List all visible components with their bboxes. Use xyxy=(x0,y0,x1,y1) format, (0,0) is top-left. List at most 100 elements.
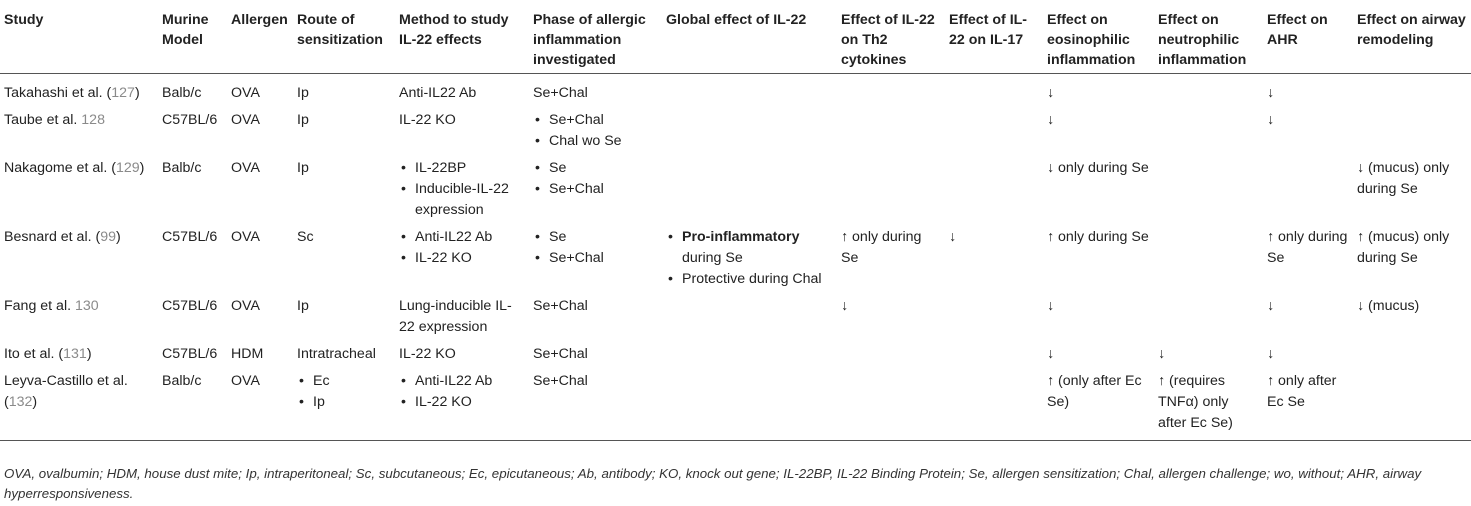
header-global-effect: Global effect of IL-22 xyxy=(662,4,837,74)
cell-allergen: OVA xyxy=(231,85,260,101)
global-effect-item: Protective during Chal xyxy=(666,269,833,290)
bullet-item: Se+Chal xyxy=(533,110,658,131)
reference-number: 128 xyxy=(81,112,105,128)
header-allergen: Allergen xyxy=(227,4,293,74)
header-phase: Phase of allergic inflammation investiga… xyxy=(529,4,662,74)
cell-ahr: ↓ xyxy=(1267,85,1275,101)
cell-model: Balb/c xyxy=(162,85,202,101)
cell-method: IL-22BPInducible-IL-22 expression xyxy=(395,158,529,227)
cell-il17 xyxy=(945,74,1043,111)
bullet-item: Ip xyxy=(297,392,391,413)
header-route: Route of sensitization xyxy=(293,4,395,74)
cell-eos: ↓ xyxy=(1047,85,1055,101)
study-name: Besnard et al. ( xyxy=(4,229,101,245)
cell-allergen: OVA xyxy=(231,298,260,314)
reference-number: 131 xyxy=(63,346,87,362)
cell-global: Pro-inflammatory during Se Protective dur… xyxy=(662,227,837,296)
cell-phase: SeSe+Chal xyxy=(529,227,662,296)
cell-eos: ↓ xyxy=(1047,346,1055,362)
cell-allergen: HDM xyxy=(231,346,264,362)
header-neutrophilic: Effect on neutrophilic inflammation xyxy=(1154,4,1263,74)
cell-remod xyxy=(1353,371,1471,441)
study-name: Taube et al. xyxy=(4,112,82,128)
cell-ahr: ↓ xyxy=(1267,112,1275,128)
cell-method: Anti-IL22 AbIL-22 KO xyxy=(395,227,529,296)
reference-number: 132 xyxy=(8,394,33,410)
cell-th2 xyxy=(837,371,945,441)
effect-text: during Se xyxy=(682,250,743,266)
cell-remod: ↑ (mucus) only during Se xyxy=(1357,229,1450,266)
header-ahr: Effect on AHR xyxy=(1263,4,1353,74)
bullet-list: SeSe+Chal xyxy=(533,158,658,200)
cell-route: Intratracheal xyxy=(297,346,376,362)
il22-studies-table: Study Murine Model Allergen Route of sen… xyxy=(0,4,1471,441)
cell-th2 xyxy=(837,344,945,371)
cell-method: Anti-IL22 Ab xyxy=(399,85,477,101)
effect-text: Protective during Chal xyxy=(682,271,822,287)
cell-model: Balb/c xyxy=(158,371,227,441)
cell-study: Leyva-Castillo et al. (132) xyxy=(0,371,158,441)
cell-neut xyxy=(1154,227,1263,296)
cell-il17 xyxy=(945,158,1043,227)
cell-phase: Se+ChalChal wo Se xyxy=(529,110,662,158)
cell-global xyxy=(662,158,837,227)
bullet-item: Se xyxy=(533,158,658,179)
bullet-list: IL-22BPInducible-IL-22 expression xyxy=(399,158,525,221)
bullet-item: Ec xyxy=(297,371,391,392)
bullet-item: IL-22 KO xyxy=(399,248,525,269)
reference-close: ) xyxy=(139,160,145,176)
header-th2: Effect of IL-22 on Th2 cytokines xyxy=(837,4,945,74)
cell-study: Nakagome et al. (129) xyxy=(0,158,158,227)
cell-global xyxy=(662,110,837,158)
cell-phase: Se+Chal xyxy=(529,371,662,441)
cell-allergen: OVA xyxy=(227,371,293,441)
bullet-item: Anti-IL22 Ab xyxy=(399,371,525,392)
reference-number: 127 xyxy=(111,85,135,101)
table-row: Fang et al. 130 C57BL/6 OVA Ip Lung-inducibl… xyxy=(0,296,1471,344)
bullet-item: Inducible-IL-22 expression xyxy=(399,179,525,221)
cell-neut xyxy=(1154,296,1263,344)
cell-eos: ↓ xyxy=(1047,112,1055,128)
reference-close: ) xyxy=(116,229,121,245)
cell-eos: ↑ only during Se xyxy=(1047,229,1149,245)
cell-global xyxy=(662,74,837,111)
header-study: Study xyxy=(0,4,158,74)
bullet-item: Anti-IL22 Ab xyxy=(399,227,525,248)
bullet-item: IL-22BP xyxy=(399,158,525,179)
table-row: Besnard et al. (99)C57BL/6OVAScAnti-IL22… xyxy=(0,227,1471,296)
cell-route: Ip xyxy=(297,112,309,128)
table-row: Leyva-Castillo et al. (132)Balb/cOVAEcIp… xyxy=(0,371,1471,441)
cell-neut xyxy=(1154,74,1263,111)
cell-model: C57BL/6 xyxy=(162,229,218,245)
cell-il17: ↓ xyxy=(949,229,957,245)
cell-study: Fang et al. 130 xyxy=(0,296,158,344)
header-remodeling: Effect on airway remodeling xyxy=(1353,4,1471,74)
bullet-item: Se+Chal xyxy=(533,248,658,269)
study-name: Fang et al. xyxy=(4,298,75,314)
cell-model: C57BL/6 xyxy=(162,112,218,128)
table-row: Ito et al. (131) C57BL/6 HDM Intratracheal I… xyxy=(0,344,1471,371)
cell-remod xyxy=(1353,74,1471,111)
bullet-item: Chal wo Se xyxy=(533,131,658,152)
bold-text: Pro-inflammatory xyxy=(682,229,800,245)
cell-route: Sc xyxy=(297,229,314,245)
bullet-item: Se xyxy=(533,227,658,248)
cell-model: Balb/c xyxy=(162,160,202,176)
header-row: Study Murine Model Allergen Route of sen… xyxy=(0,4,1471,74)
cell-th2: ↑ only during Se xyxy=(841,229,922,266)
cell-ahr: ↓ xyxy=(1267,298,1275,314)
cell-route: Ip xyxy=(297,85,309,101)
cell-model: C57BL/6 xyxy=(162,298,218,314)
reference-number: 99 xyxy=(100,229,116,245)
cell-global xyxy=(662,344,837,371)
table-row: Takahashi et al. (127) Balb/c OVA Ip Anti-IL… xyxy=(0,74,1471,111)
cell-phase: Se+Chal xyxy=(533,85,588,101)
cell-il17 xyxy=(945,371,1043,441)
cell-il17 xyxy=(945,344,1043,371)
cell-th2 xyxy=(837,110,945,158)
cell-eos: ↓ xyxy=(1047,298,1055,314)
cell-study: Taube et al. 128 xyxy=(0,110,158,158)
cell-neut: ↓ xyxy=(1158,346,1166,362)
